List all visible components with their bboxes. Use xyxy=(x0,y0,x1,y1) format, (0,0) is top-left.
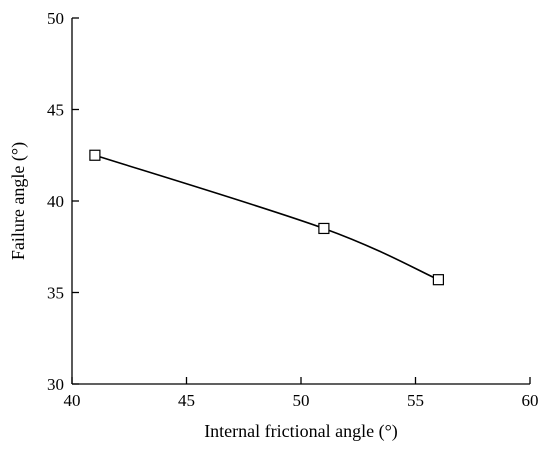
axes xyxy=(71,18,530,385)
y-tick-label: 50 xyxy=(47,9,64,28)
y-tick-label: 35 xyxy=(47,284,64,303)
y-tick-label: 40 xyxy=(47,192,64,211)
x-tick-label: 40 xyxy=(64,391,81,410)
data-point-marker xyxy=(318,222,330,235)
data-point-marker xyxy=(432,274,444,286)
x-tick-label: 45 xyxy=(178,391,195,410)
x-axis-title: Internal frictional angle (°) xyxy=(204,421,398,442)
y-tick-label: 30 xyxy=(47,375,64,394)
x-tick-label: 60 xyxy=(522,391,539,410)
x-tick-label: 55 xyxy=(407,391,424,410)
y-axis-title: Failure angle (°) xyxy=(8,142,29,260)
x-tick-label: 50 xyxy=(293,391,310,410)
y-tick-label: 45 xyxy=(47,101,64,120)
y-ticks: 30 35 40 45 50 xyxy=(47,9,79,394)
series-line xyxy=(94,154,439,281)
plot-area xyxy=(89,149,444,286)
data-point-marker xyxy=(89,149,101,161)
x-ticks: 40 45 50 55 60 xyxy=(64,377,539,410)
